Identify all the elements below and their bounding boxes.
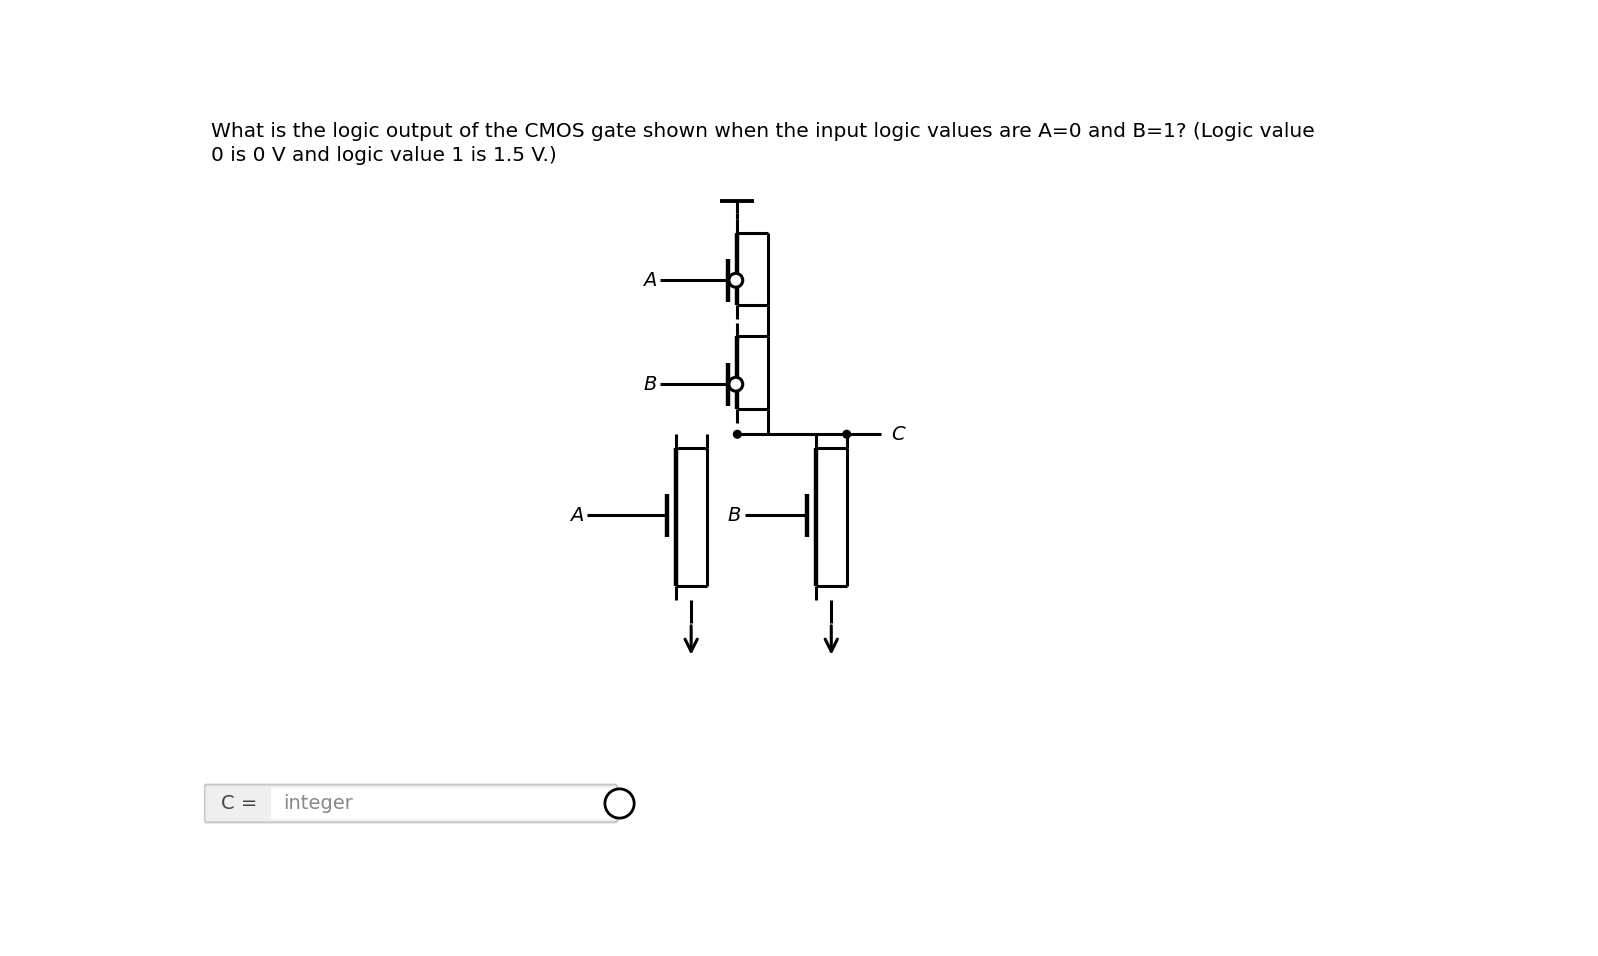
Circle shape <box>729 378 743 391</box>
Text: B: B <box>642 375 657 394</box>
Text: C: C <box>892 424 904 444</box>
Circle shape <box>733 430 741 438</box>
Text: A: A <box>642 271 657 290</box>
Text: What is the logic output of the CMOS gate shown when the input logic values are : What is the logic output of the CMOS gat… <box>211 122 1315 141</box>
Text: A: A <box>570 506 583 525</box>
Circle shape <box>842 430 850 438</box>
Circle shape <box>729 273 743 287</box>
FancyBboxPatch shape <box>205 785 617 822</box>
Text: C =: C = <box>221 794 257 813</box>
Circle shape <box>606 789 634 818</box>
Text: 0 is 0 V and logic value 1 is 1.5 V.): 0 is 0 V and logic value 1 is 1.5 V.) <box>211 145 558 164</box>
Text: integer: integer <box>283 794 353 813</box>
Text: ?: ? <box>615 794 625 813</box>
FancyBboxPatch shape <box>270 788 612 819</box>
Text: B: B <box>727 506 741 525</box>
